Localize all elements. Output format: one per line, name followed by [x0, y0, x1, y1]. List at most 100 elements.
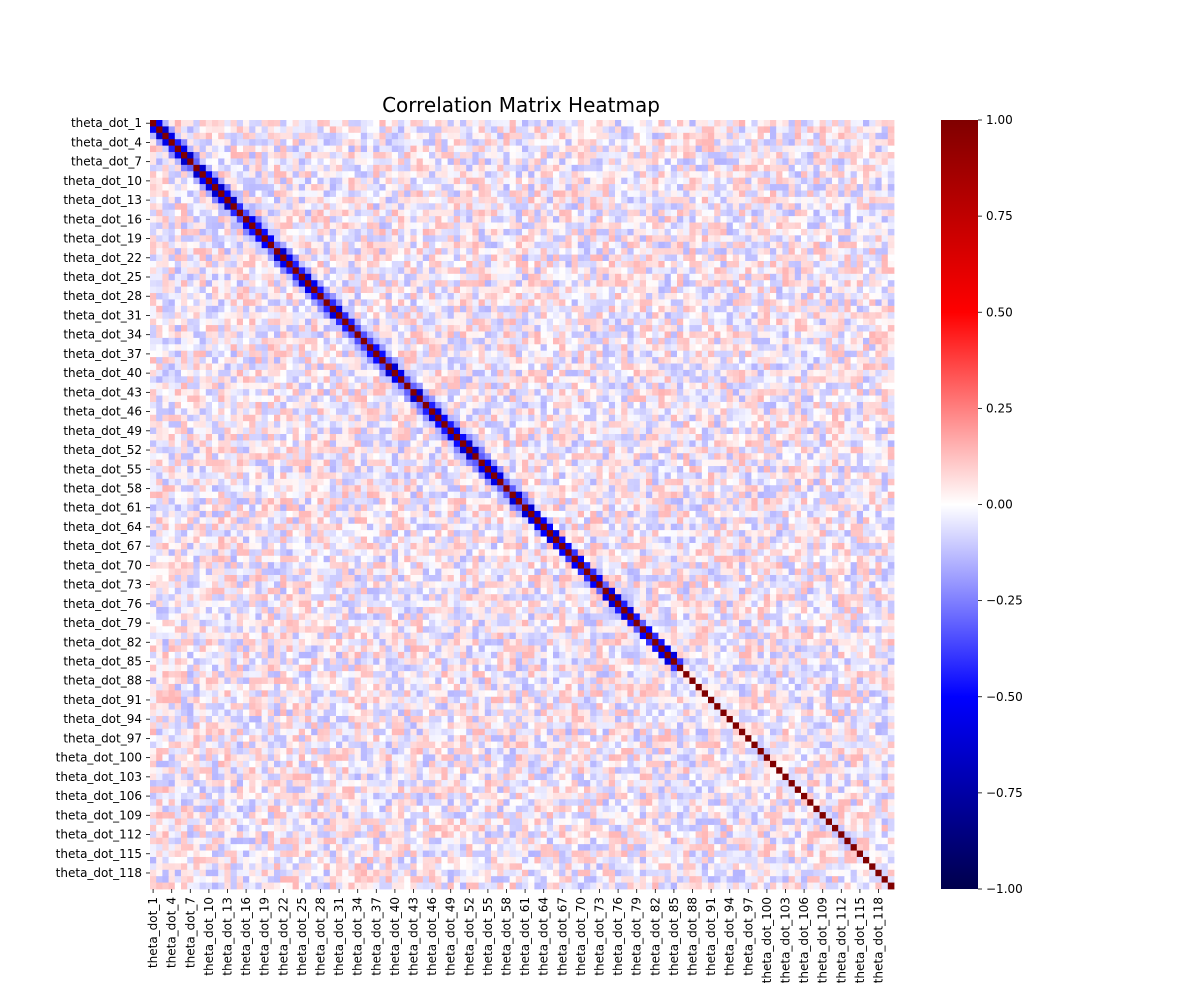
heatmap-cell [379, 177, 386, 185]
heatmap-cell [435, 350, 442, 358]
heatmap-cell [305, 248, 312, 255]
heatmap-cell [615, 344, 622, 352]
heatmap-cell [559, 139, 566, 147]
heatmap-cell [261, 344, 269, 352]
heatmap-cell [875, 363, 882, 371]
heatmap-cell [670, 350, 678, 358]
heatmap-cell [825, 280, 833, 288]
heatmap-cell [726, 305, 734, 313]
heatmap-cell [757, 145, 765, 153]
heatmap-cell [342, 344, 349, 352]
heatmap-cell [218, 190, 225, 198]
heatmap-cell [212, 184, 219, 191]
heatmap-cell [652, 203, 659, 211]
heatmap-cell [329, 132, 337, 140]
heatmap-cell [559, 305, 566, 313]
heatmap-cell [515, 171, 523, 179]
heatmap-cell [608, 357, 616, 364]
heatmap-cell [596, 260, 603, 268]
heatmap-cell [181, 382, 188, 390]
heatmap-cell [813, 164, 820, 172]
heatmap-cell [646, 171, 653, 179]
heatmap-cell [156, 376, 163, 384]
heatmap-cell [472, 267, 479, 275]
heatmap-cell [305, 139, 312, 147]
heatmap-cell [243, 222, 250, 230]
heatmap-cell [484, 273, 492, 281]
heatmap-cell [391, 382, 399, 390]
heatmap-cell [360, 357, 368, 364]
heatmap-cell [782, 293, 789, 300]
heatmap-cell [677, 228, 684, 236]
heatmap-cell [435, 369, 442, 377]
heatmap-cell [385, 184, 393, 191]
heatmap-cell [584, 350, 591, 358]
heatmap-cell [565, 376, 572, 384]
heatmap-cell [261, 152, 269, 159]
heatmap-cell [776, 376, 783, 384]
heatmap-cell [478, 152, 486, 159]
heatmap-cell [584, 132, 591, 140]
heatmap-cell [503, 369, 510, 377]
heatmap-cell [509, 145, 517, 153]
heatmap-cell [391, 369, 399, 377]
heatmap-cell [770, 363, 777, 371]
heatmap-cell [714, 280, 721, 288]
heatmap-cell [286, 382, 293, 390]
heatmap-cell [379, 139, 386, 147]
heatmap-cell [292, 376, 300, 384]
heatmap-cell [422, 344, 430, 352]
heatmap-cell [391, 344, 399, 352]
heatmap-cell [286, 145, 293, 153]
heatmap-cell [751, 286, 758, 294]
heatmap-cell [633, 132, 641, 140]
heatmap-cell [193, 222, 200, 230]
heatmap-cell [770, 152, 777, 159]
heatmap-cell [336, 145, 343, 153]
heatmap-cell [782, 235, 789, 243]
heatmap-cell [664, 363, 672, 371]
heatmap-cell [559, 228, 566, 236]
heatmap-cell [838, 376, 845, 384]
heatmap-cell [317, 325, 324, 332]
heatmap-cell [515, 273, 523, 281]
heatmap-cell [745, 331, 752, 339]
heatmap-cell [534, 164, 541, 172]
heatmap-cell [627, 299, 634, 307]
heatmap-cell [522, 126, 529, 134]
heatmap-cell [801, 177, 808, 185]
heatmap-cell [435, 280, 442, 288]
heatmap-cell [509, 357, 517, 364]
heatmap-cell [187, 273, 194, 281]
heatmap-cell [522, 145, 529, 153]
heatmap-cell [243, 325, 250, 332]
heatmap-cell [156, 120, 163, 127]
heatmap-cell [274, 350, 281, 358]
heatmap-cell [875, 376, 882, 384]
heatmap-cell [274, 363, 281, 371]
heatmap-cell [887, 260, 895, 268]
heatmap-cell [230, 152, 238, 159]
heatmap-cell [739, 184, 746, 191]
heatmap-cell [875, 203, 882, 211]
heatmap-cell [224, 158, 231, 166]
heatmap-cell [714, 254, 721, 262]
heatmap-cell [503, 196, 510, 204]
heatmap-cell [429, 152, 436, 159]
heatmap-cell [162, 331, 169, 339]
heatmap-cell [410, 363, 417, 371]
heatmap-cell [670, 235, 678, 243]
heatmap-cell [646, 235, 653, 243]
heatmap-cell [714, 177, 721, 185]
heatmap-cell [205, 222, 213, 230]
heatmap-cell [379, 331, 386, 339]
heatmap-cell [565, 344, 572, 352]
heatmap-cell [869, 325, 876, 332]
heatmap-cell [509, 331, 517, 339]
heatmap-cell [255, 260, 262, 268]
heatmap-cell [218, 196, 225, 204]
heatmap-cell [850, 190, 858, 198]
heatmap-cell [305, 203, 312, 211]
heatmap-cell [763, 293, 771, 300]
heatmap-cell [174, 216, 182, 223]
